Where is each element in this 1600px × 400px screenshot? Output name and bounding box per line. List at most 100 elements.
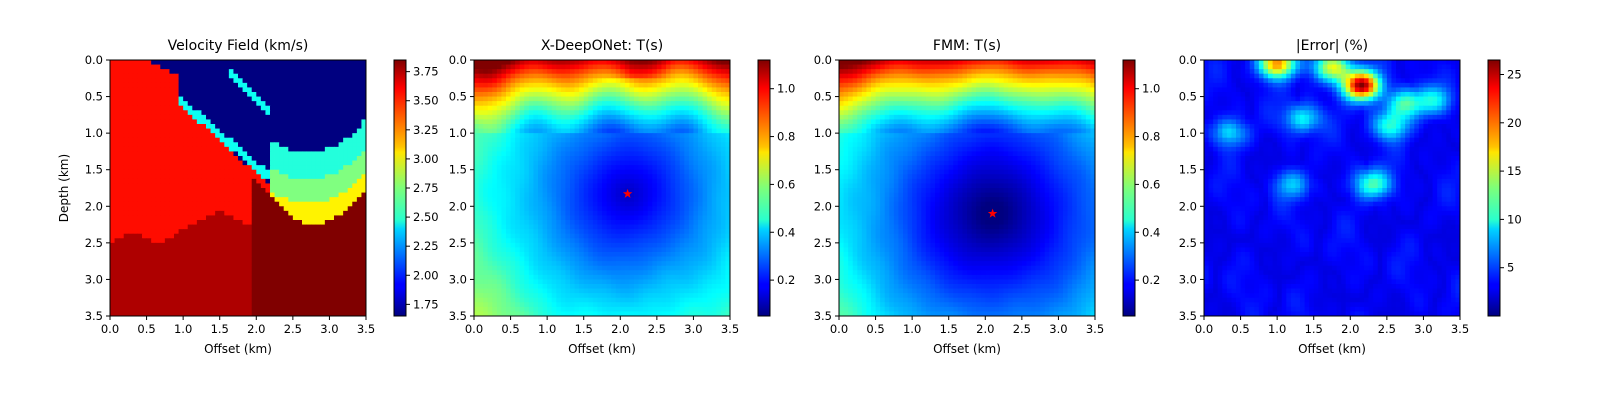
heatmap-cell: [137, 210, 143, 216]
heatmap-cell: [352, 101, 358, 107]
heatmap-cell: [356, 201, 362, 207]
heatmap-cell: [256, 92, 262, 97]
heatmap-cell: [315, 142, 321, 148]
heatmap-cell: [570, 110, 575, 116]
heatmap-cell: [160, 242, 166, 248]
heatmap-cell: [684, 69, 690, 75]
heatmap-cell: [716, 169, 722, 175]
heatmap-cell: [324, 114, 330, 120]
heatmap-cell: [283, 188, 289, 193]
heatmap-cell: [251, 146, 257, 152]
heatmap-cell: [238, 297, 243, 303]
heatmap-cell: [356, 60, 362, 65]
heatmap-cell: [292, 288, 298, 294]
heatmap-cell: [306, 261, 312, 267]
heatmap-cell: [320, 82, 326, 88]
heatmap-cell: [356, 238, 362, 244]
heatmap-cell: [297, 174, 303, 180]
heatmap-cell: [487, 73, 493, 79]
heatmap-cell: [615, 110, 621, 116]
heatmap-cell: [352, 160, 358, 166]
heatmap-cell: [174, 69, 179, 75]
heatmap-cell: [565, 124, 571, 129]
heatmap-cell: [510, 156, 516, 161]
heatmap-cell: [647, 174, 653, 180]
heatmap-cell: [247, 256, 253, 262]
heatmap-cell: [187, 60, 193, 65]
heatmap-cell: [192, 92, 198, 97]
heatmap-cell: [583, 146, 589, 152]
heatmap-cell: [242, 229, 248, 235]
heatmap-cell: [233, 288, 239, 294]
heatmap-cell: [638, 137, 644, 143]
heatmap-cell: [347, 64, 353, 70]
heatmap-cell: [247, 87, 253, 93]
heatmap-cell: [611, 101, 617, 107]
heatmap-cell: [638, 197, 644, 203]
heatmap-cell: [602, 156, 607, 161]
heatmap-cell: [283, 293, 289, 299]
heatmap-cell: [592, 188, 598, 193]
heatmap-cell: [265, 73, 271, 79]
heatmap-cell: [114, 133, 120, 139]
heatmap-cell: [128, 201, 134, 207]
heatmap-cell: [338, 114, 344, 120]
heatmap-cell: [698, 160, 703, 166]
heatmap-cell: [670, 197, 676, 203]
heatmap-cell: [684, 60, 690, 65]
heatmap-cell: [178, 210, 184, 216]
heatmap-cell: [352, 279, 358, 285]
heatmap-cell: [238, 284, 243, 289]
heatmap-cell: [510, 142, 516, 148]
heatmap-cell: [260, 183, 266, 189]
heatmap-cell: [602, 142, 607, 148]
heatmap-cell: [169, 142, 175, 148]
heatmap-cell: [315, 306, 321, 312]
heatmap-cell: [343, 156, 349, 161]
heatmap-cell: [270, 169, 275, 175]
heatmap-cell: [583, 92, 589, 97]
heatmap-cell: [155, 206, 161, 212]
heatmap-cell: [306, 92, 312, 97]
heatmap-cell: [629, 183, 635, 189]
heatmap-cell: [160, 114, 166, 120]
heatmap-cell: [528, 124, 534, 129]
heatmap-cell: [320, 215, 326, 221]
heatmap-cell: [210, 293, 216, 299]
heatmap-cell: [338, 73, 344, 79]
heatmap-cell: [260, 297, 266, 303]
heatmap-cell: [320, 183, 326, 189]
heatmap-cell: [233, 96, 239, 102]
heatmap-cell: [324, 119, 330, 125]
heatmap-cell: [164, 256, 170, 262]
heatmap-cell: [588, 110, 594, 116]
heatmap-cell: [238, 82, 243, 88]
heatmap-cell: [675, 201, 681, 207]
heatmap-cell: [666, 96, 671, 102]
heatmap-cell: [196, 224, 202, 230]
heatmap-cell: [242, 311, 248, 317]
heatmap-cell: [702, 201, 708, 207]
heatmap-cell: [324, 284, 330, 289]
heatmap-cell: [160, 311, 166, 317]
heatmap-cell: [501, 60, 507, 65]
heatmap-cell: [210, 201, 216, 207]
heatmap-cell: [551, 101, 557, 107]
heatmap-cell: [215, 119, 221, 125]
heatmap-cell: [169, 192, 175, 198]
heatmap-cell: [611, 183, 617, 189]
heatmap-cell: [334, 206, 339, 212]
heatmap-cell: [347, 306, 353, 312]
heatmap-cell: [492, 60, 498, 65]
heatmap-cell: [675, 178, 681, 184]
heatmap-cell: [570, 73, 575, 79]
heatmap-cell: [279, 169, 285, 175]
heatmap-cell: [688, 151, 694, 157]
heatmap-cell: [542, 60, 548, 65]
heatmap-cell: [670, 178, 676, 184]
heatmap-cell: [270, 297, 275, 303]
heatmap-cell: [164, 197, 170, 203]
heatmap-cell: [119, 73, 125, 79]
heatmap-cell: [579, 96, 585, 102]
heatmap-cell: [256, 242, 262, 248]
